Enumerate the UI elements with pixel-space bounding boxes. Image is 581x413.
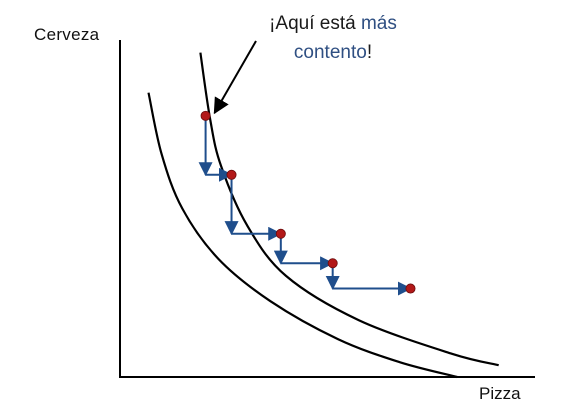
annotation-highlight-1: más: [360, 13, 397, 34]
annotation-highlight-2: contento: [293, 42, 367, 63]
data-point: [275, 228, 286, 239]
data-point: [327, 258, 338, 269]
data-point: [226, 169, 237, 180]
annotation-text-2: !: [366, 42, 373, 63]
higher-indifference-curve: [199, 52, 499, 367]
x-axis-label: Pizza: [479, 384, 521, 403]
data-point: [405, 283, 416, 294]
annotation: ¡Aquí está más contento!: [248, 9, 418, 67]
annotation-text-1: ¡Aquí está: [269, 13, 361, 34]
y-axis-label: Cerveza: [34, 25, 100, 44]
annotation-pointer-arrow: [213, 40, 257, 115]
lower-indifference-curve: [147, 92, 458, 379]
data-point: [200, 110, 211, 121]
